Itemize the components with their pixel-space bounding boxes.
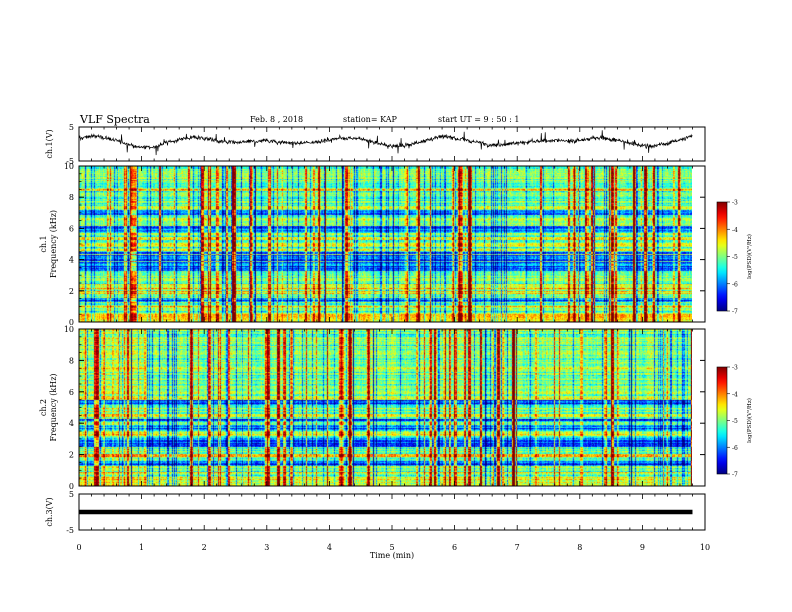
ch1-spectrogram-image xyxy=(79,166,692,322)
ch1-spectrogram-ytick-label: 4 xyxy=(69,256,74,265)
ch2-spectrogram-ylabel: Frequency (kHz) xyxy=(49,373,58,441)
ch2-spectrogram-ytick-label: 0 xyxy=(69,482,74,491)
ch1-spectrogram-colorbar-tick-label: -3 xyxy=(732,200,738,207)
ch1-ytick-label: 5 xyxy=(69,123,74,132)
ch2-spectrogram-channel-label: ch.2 xyxy=(39,399,48,416)
ch1-waveform-frame xyxy=(78,126,706,162)
time-tick-label: 2 xyxy=(202,543,207,552)
ch2-colorbar: -3 -4 -5 -6 -7 log(PSD)(V²/Hz) xyxy=(716,365,753,479)
start-time-label: start UT = 9 : 50 : 1 xyxy=(438,115,519,124)
ch2-spectrogram-colorbar-tick-label: -3 xyxy=(732,365,738,372)
time-tick-label: 3 xyxy=(264,543,269,552)
ch1-spectrogram-colorbar-bar xyxy=(716,201,728,312)
time-tick-label: 7 xyxy=(515,543,520,552)
ch2-spectrogram-panel: 0 2 4 6 8 10 ch.2 Frequency (kHz) xyxy=(39,325,706,491)
ch3-waveform-panel: 5 -5 ch.3(V) xyxy=(45,490,706,535)
time-tick-label: 0 xyxy=(76,543,81,552)
ch1-series-line xyxy=(78,130,693,156)
ch1-spectrogram-ytick-label: 6 xyxy=(69,224,74,233)
ch2-spectrogram-colorbar-tick-label: -6 xyxy=(732,445,738,452)
ch2-spectrogram-colorbar-tick-label: -4 xyxy=(732,391,738,398)
ch2-spectrogram-colorbar-tick-label: -5 xyxy=(732,418,738,425)
ch2-spectrogram-colorbar-bar xyxy=(716,366,728,475)
time-tick-label: 4 xyxy=(327,543,332,552)
ch2-spectrogram-colorbar-tick-label: -7 xyxy=(732,472,738,479)
ch1-spectrogram-colorbar-tick-label: -7 xyxy=(732,309,738,316)
ch1-spectrogram-ytick-label: 0 xyxy=(69,318,74,327)
ch2-spectrogram-ytick-label: 4 xyxy=(69,419,74,428)
ch1-spectrogram-ytick-label: 10 xyxy=(64,162,74,171)
time-tick-label: 9 xyxy=(640,543,645,552)
ch1-waveform-panel: 5 -5 ch.1(V) xyxy=(45,123,706,166)
time-axis: 0 1 2 3 4 5 6 7 8 9 10 Time (min) xyxy=(76,543,710,560)
ch1-ylabel: ch.1(V) xyxy=(45,129,54,158)
ch2-spectrogram-ytick-label: 8 xyxy=(69,356,74,365)
ch2-spectrogram-ytick-label: 6 xyxy=(69,388,74,397)
ch3-ytick-label: 5 xyxy=(69,490,74,499)
station-label: station= KAP xyxy=(343,115,398,124)
ch2-spectrogram-ytick-label: 10 xyxy=(64,325,74,334)
ch1-spectrogram-colorbar-tick-label: -5 xyxy=(732,254,738,261)
time-axis-label: Time (min) xyxy=(370,551,414,560)
ch1-spectrogram-ylabel: Frequency (kHz) xyxy=(49,210,58,278)
time-tick-label: 5 xyxy=(389,543,394,552)
ch3-ytick-label: -5 xyxy=(66,526,74,535)
time-tick-label: 8 xyxy=(577,543,582,552)
time-tick-label: 6 xyxy=(452,543,457,552)
ch1-spectrogram-colorbar-label: log(PSD)(V²/Hz) xyxy=(746,234,753,279)
ch2-spectrogram-colorbar-label: log(PSD)(V²/Hz) xyxy=(746,398,753,443)
ch1-colorbar: -3 -4 -5 -6 -7 log(PSD)(V²/Hz) xyxy=(716,200,753,316)
ch1-spectrogram-colorbar-tick-label: -6 xyxy=(732,281,738,288)
ch1-spectrogram-ytick-label: 2 xyxy=(69,287,74,296)
time-tick-label: 10 xyxy=(700,543,710,552)
time-tick-label: 1 xyxy=(139,543,144,552)
ch1-spectrogram-colorbar-tick-label: -4 xyxy=(732,227,738,234)
ch1-ytick-label: -5 xyxy=(66,157,74,166)
ch1-spectrogram-channel-label: ch.1 xyxy=(39,235,48,252)
figure-title: VLF Spectra xyxy=(79,113,150,126)
ch2-spectrogram-ytick-label: 2 xyxy=(69,451,74,460)
ch2-spectrogram-image xyxy=(79,329,692,486)
date-label: Feb. 8 , 2018 xyxy=(250,115,303,124)
ch1-spectrogram-panel: 0 2 4 6 8 10 ch.1 Frequency (kHz) xyxy=(39,162,706,327)
ch1-spectrogram-ytick-label: 8 xyxy=(69,193,74,202)
ch3-ylabel: ch.3(V) xyxy=(45,497,54,526)
